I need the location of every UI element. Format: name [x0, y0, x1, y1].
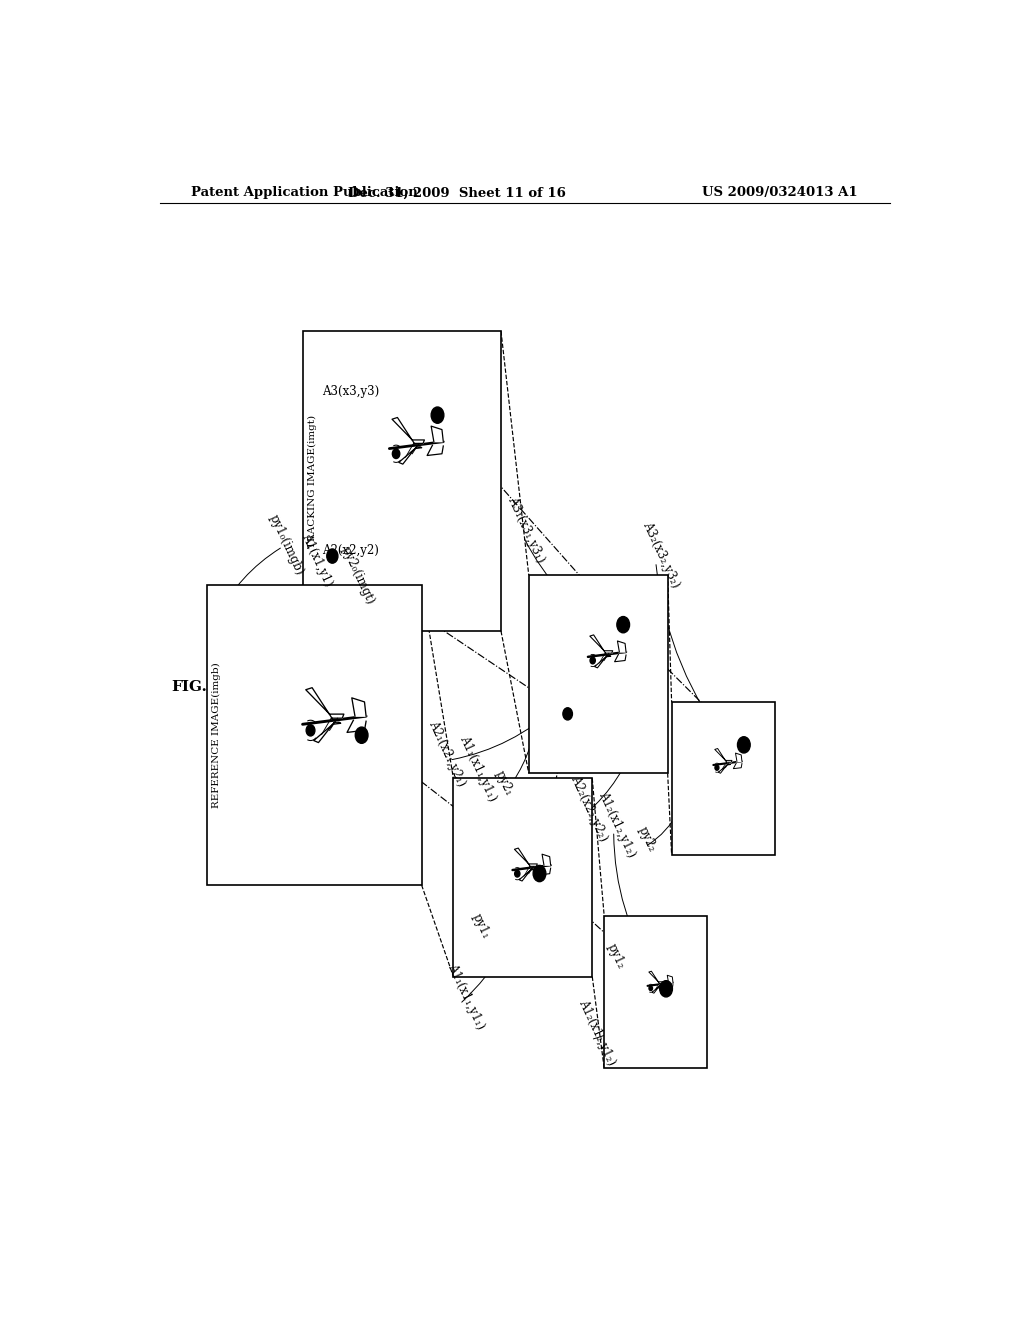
Circle shape — [515, 870, 520, 876]
Circle shape — [590, 657, 595, 664]
Circle shape — [327, 549, 338, 564]
Circle shape — [563, 708, 572, 719]
Polygon shape — [719, 764, 730, 774]
Text: A2₁(x2₁,y2₁): A2₁(x2₁,y2₁) — [426, 718, 467, 788]
Text: py2₂: py2₂ — [636, 825, 658, 854]
Circle shape — [659, 981, 673, 997]
Bar — [303, 331, 501, 631]
Text: US 2009/0324013 A1: US 2009/0324013 A1 — [702, 186, 858, 199]
Text: A2(x2,y2): A2(x2,y2) — [323, 544, 379, 557]
Circle shape — [616, 616, 630, 632]
Text: py1₂: py1₂ — [604, 941, 627, 972]
Text: py1₀(imgb): py1₀(imgb) — [267, 512, 306, 577]
Polygon shape — [652, 985, 663, 993]
Text: TRACKING IMAGE(imgt): TRACKING IMAGE(imgt) — [307, 414, 316, 548]
Text: A1₂(x1₂,y1₂): A1₂(x1₂,y1₂) — [577, 998, 618, 1068]
Polygon shape — [427, 445, 443, 455]
Bar — [454, 779, 592, 977]
Polygon shape — [614, 655, 626, 661]
Circle shape — [715, 766, 719, 771]
Polygon shape — [347, 721, 367, 733]
Text: A3(x3,y3): A3(x3,y3) — [323, 384, 380, 397]
Text: A1₁(x1₁,y1₁): A1₁(x1₁,y1₁) — [445, 962, 487, 1032]
Polygon shape — [617, 642, 626, 652]
Polygon shape — [514, 847, 538, 866]
Polygon shape — [590, 635, 612, 653]
Polygon shape — [540, 867, 551, 875]
Polygon shape — [735, 754, 742, 762]
Circle shape — [355, 727, 368, 743]
Text: A3₁(x3₁,y3₁): A3₁(x3₁,y3₁) — [505, 494, 547, 565]
Text: FIG.11: FIG.11 — [172, 680, 228, 694]
Text: A3₂(x3₂,y3₂): A3₂(x3₂,y3₂) — [640, 520, 682, 590]
Circle shape — [737, 737, 751, 752]
Text: py2₀(imgt): py2₀(imgt) — [338, 544, 377, 606]
Circle shape — [431, 407, 443, 424]
Circle shape — [649, 986, 652, 990]
Polygon shape — [519, 869, 536, 880]
Text: py2₁: py2₁ — [494, 768, 516, 799]
Polygon shape — [352, 698, 367, 717]
Polygon shape — [595, 656, 610, 668]
Polygon shape — [733, 763, 742, 768]
Bar — [528, 576, 668, 774]
Text: Dec. 31, 2009  Sheet 11 of 16: Dec. 31, 2009 Sheet 11 of 16 — [348, 186, 566, 199]
Polygon shape — [313, 722, 341, 743]
Text: A1₁(x1₁,y1₁): A1₁(x1₁,y1₁) — [458, 734, 499, 803]
Polygon shape — [392, 417, 424, 444]
Text: A1(x1,y1): A1(x1,y1) — [299, 532, 335, 589]
Polygon shape — [649, 972, 665, 983]
Polygon shape — [398, 447, 422, 465]
Bar — [672, 702, 775, 854]
Circle shape — [306, 725, 315, 737]
Text: REFERENCE IMAGE(imgb): REFERENCE IMAGE(imgb) — [212, 663, 221, 808]
Text: A1₂(x1₂,y1₂): A1₂(x1₂,y1₂) — [596, 789, 638, 859]
Polygon shape — [306, 688, 344, 718]
Polygon shape — [668, 975, 673, 982]
Text: Patent Application Publication: Patent Application Publication — [191, 186, 418, 199]
Text: py1₁: py1₁ — [469, 911, 493, 940]
Polygon shape — [542, 854, 551, 865]
Circle shape — [392, 449, 399, 458]
Circle shape — [534, 866, 546, 882]
Polygon shape — [666, 985, 673, 989]
Polygon shape — [715, 748, 732, 762]
Bar — [604, 916, 708, 1068]
Polygon shape — [431, 426, 443, 442]
Bar — [207, 585, 422, 886]
Text: A2₂(x2₂,y2₂): A2₂(x2₂,y2₂) — [568, 774, 610, 843]
